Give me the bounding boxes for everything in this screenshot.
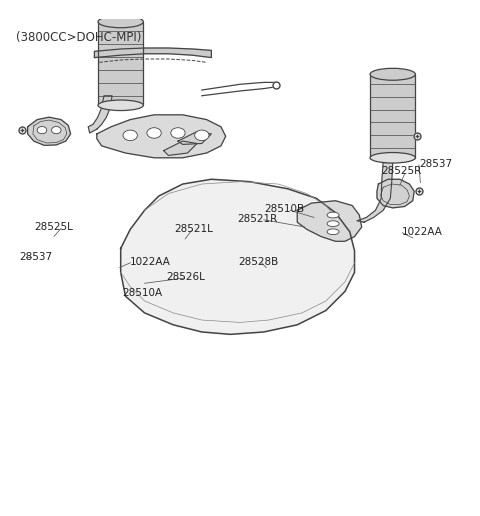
Text: 28525R: 28525R [381, 166, 421, 176]
Text: 28528B: 28528B [239, 257, 279, 267]
Ellipse shape [195, 130, 209, 140]
Polygon shape [297, 201, 362, 241]
Text: (3800CC>DOHC-MPI): (3800CC>DOHC-MPI) [16, 31, 141, 44]
Polygon shape [88, 96, 112, 133]
Ellipse shape [51, 126, 61, 134]
Ellipse shape [98, 100, 144, 110]
Ellipse shape [327, 212, 339, 218]
Polygon shape [178, 132, 211, 144]
Text: 28521L: 28521L [174, 224, 213, 234]
Text: 28537: 28537 [20, 252, 53, 262]
Polygon shape [28, 117, 71, 146]
Text: 28521R: 28521R [238, 214, 278, 224]
Ellipse shape [370, 68, 415, 80]
Bar [370, 74, 415, 158]
Ellipse shape [171, 128, 185, 138]
Text: 28526L: 28526L [166, 272, 205, 282]
Text: 28510B: 28510B [264, 204, 304, 214]
Ellipse shape [327, 229, 339, 235]
Polygon shape [164, 141, 197, 155]
Polygon shape [377, 179, 414, 208]
Polygon shape [120, 179, 355, 334]
Ellipse shape [370, 153, 415, 163]
Text: 28510A: 28510A [122, 288, 162, 298]
Bar [98, 22, 144, 105]
Ellipse shape [37, 126, 47, 134]
Text: 28525L: 28525L [34, 222, 72, 232]
Ellipse shape [98, 16, 144, 28]
Ellipse shape [147, 128, 161, 138]
Ellipse shape [123, 130, 137, 140]
Text: 1022AA: 1022AA [402, 227, 443, 237]
Text: 28537: 28537 [419, 159, 452, 169]
Polygon shape [357, 163, 393, 222]
Polygon shape [95, 48, 211, 58]
Text: 1022AA: 1022AA [130, 257, 171, 267]
Polygon shape [97, 115, 226, 158]
Ellipse shape [327, 221, 339, 227]
